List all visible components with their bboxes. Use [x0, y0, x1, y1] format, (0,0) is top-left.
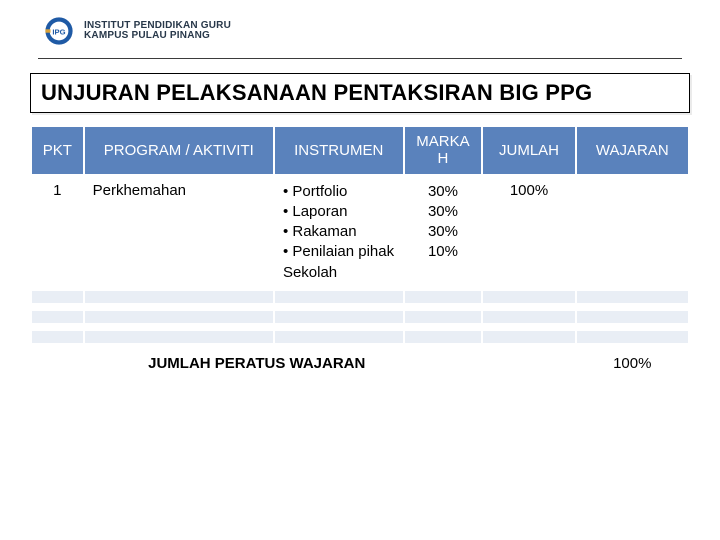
header-divider [38, 58, 682, 59]
col-markah: MARKAH [404, 126, 483, 175]
total-jumlah-empty [482, 344, 575, 383]
institution-name: INSTITUT PENDIDIKAN GURU KAMPUS PULAU PI… [84, 21, 231, 42]
total-label: JUMLAH PERATUS WAJARAN [31, 344, 482, 383]
assessment-table: PKT PROGRAM / AKTIVITI INSTRUMEN MARKAH … [30, 125, 690, 384]
table-header-row: PKT PROGRAM / AKTIVITI INSTRUMEN MARKAH … [31, 126, 689, 175]
institution-header: IPG INSTITUT PENDIDIKAN GURU KAMPUS PULA… [0, 0, 720, 56]
cell-wajaran [576, 175, 689, 290]
spacer-row [31, 310, 689, 324]
col-jumlah: JUMLAH [482, 126, 575, 175]
col-pkt: PKT [31, 126, 84, 175]
cell-instrumen: • Portfolio • Laporan • Rakaman • Penila… [274, 175, 404, 290]
page-title-box: UNJURAN PELAKSANAAN PENTAKSIRAN BIG PPG [30, 73, 690, 113]
cell-pkt: 1 [31, 175, 84, 290]
cell-markah: 30% 30% 30% 10% [404, 175, 483, 290]
table-row: 1 Perkhemahan • Portfolio • Laporan • Ra… [31, 175, 689, 290]
cell-program: Perkhemahan [84, 175, 274, 290]
ipg-logo: IPG [42, 14, 76, 48]
cell-jumlah: 100% [482, 175, 575, 290]
spacer-row [31, 330, 689, 344]
spacer-row [31, 290, 689, 304]
col-instrumen: INSTRUMEN [274, 126, 404, 175]
col-wajaran: WAJARAN [576, 126, 689, 175]
total-row: JUMLAH PERATUS WAJARAN 100% [31, 344, 689, 383]
page-title: UNJURAN PELAKSANAAN PENTAKSIRAN BIG PPG [41, 80, 679, 106]
institution-line2: KAMPUS PULAU PINANG [84, 31, 231, 42]
col-program: PROGRAM / AKTIVITI [84, 126, 274, 175]
svg-text:IPG: IPG [52, 27, 65, 36]
total-value: 100% [576, 344, 689, 383]
